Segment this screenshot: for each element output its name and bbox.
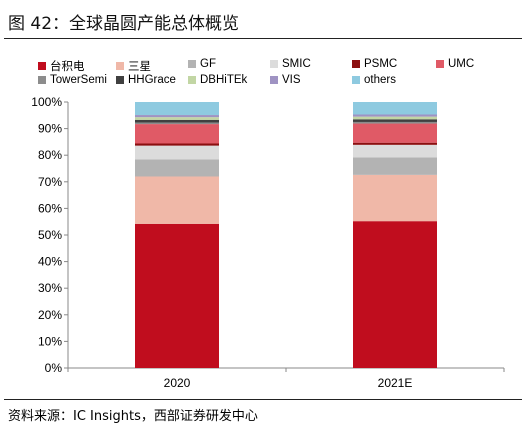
legend-label: 三星: [128, 61, 151, 73]
legend-item: GF: [188, 58, 216, 70]
bar-segment: [135, 143, 219, 146]
legend-swatch: [352, 60, 360, 68]
x-tick-label: 2020: [164, 376, 191, 390]
bar-segment: [135, 102, 219, 116]
legend-item: VIS: [270, 74, 301, 86]
legend-swatch: [188, 60, 196, 68]
bar-segment: [135, 115, 219, 118]
legend-item: TowerSemi: [38, 74, 107, 86]
bar-segment: [353, 123, 437, 143]
legend-item: others: [352, 74, 396, 86]
legend-swatch: [270, 76, 278, 84]
y-tick-label: 0%: [45, 361, 63, 375]
bar-segment: [353, 221, 437, 368]
bar-segment: [135, 176, 219, 224]
legend-label: DBHiTEk: [200, 74, 248, 86]
y-tick-label: 60%: [38, 201, 62, 215]
legend-item: SMIC: [270, 58, 311, 70]
legend-item: UMC: [436, 58, 474, 70]
legend-label: GF: [200, 58, 216, 70]
legend-label: UMC: [448, 58, 475, 70]
bar-segment: [135, 122, 219, 125]
legend-label: PSMC: [364, 58, 398, 70]
legend-label: 台积电: [50, 61, 85, 73]
bar-segment: [135, 119, 219, 123]
y-tick-label: 70%: [38, 175, 62, 189]
y-tick-label: 100%: [31, 95, 62, 109]
figure-title: 图 42：全球晶圆产能总体概览: [8, 14, 240, 34]
legend-swatch: [38, 62, 46, 70]
bar-segment: [353, 114, 437, 117]
legend-swatch: [188, 76, 196, 84]
chart-legend: 台积电 三星 GF SMIC PSMC UMC TowerSemi HHGrace DBHiTE…: [0, 0, 526, 95]
stacked-bar-chart: 0% 10% 20% 30% 40% 50% 60% 70% 80% 90% 100% 2020 202…: [31, 95, 505, 390]
y-tick-label: 20%: [38, 308, 62, 322]
legend-label: HHGrace: [128, 74, 176, 86]
bar-segment: [353, 174, 437, 222]
y-tick-label: 40%: [38, 255, 62, 269]
legend-item: PSMC: [352, 58, 397, 70]
legend-swatch: [352, 76, 360, 84]
bar-segment: [353, 142, 437, 145]
bar-segment: [135, 159, 219, 177]
y-tick-label: 10%: [38, 334, 62, 348]
bar-segment: [135, 117, 219, 120]
source-note: 资料来源：IC Insights，西部证券研发中心: [8, 409, 258, 424]
bar-segment: [353, 119, 437, 122]
legend-item: HHGrace: [116, 74, 176, 86]
legend-label: SMIC: [282, 58, 311, 70]
bar-segment: [135, 223, 219, 368]
bar-segment: [135, 145, 219, 160]
y-tick-label: 80%: [38, 148, 62, 162]
legend-swatch: [116, 62, 124, 70]
legend-item: DBHiTEk: [188, 74, 247, 86]
source-divider: [4, 399, 522, 400]
legend-item: 台积电: [38, 58, 85, 74]
title-divider: [4, 38, 522, 39]
bar-segment: [135, 124, 219, 144]
legend-swatch: [38, 76, 46, 84]
bar-segment: [353, 157, 437, 175]
y-tick-label: 50%: [38, 228, 62, 242]
legend-item: 三星: [116, 58, 151, 74]
bar-segment: [353, 116, 437, 120]
y-tick-label: 90%: [38, 122, 62, 136]
bar-segment: [353, 102, 437, 115]
legend-label: VIS: [282, 74, 301, 86]
x-tick-label: 2021E: [378, 376, 413, 390]
bar-segment: [353, 144, 437, 158]
legend-swatch: [270, 60, 278, 68]
y-tick-label: 30%: [38, 281, 62, 295]
legend-swatch: [436, 60, 444, 68]
legend-label: TowerSemi: [50, 74, 107, 86]
bar-segment: [353, 121, 437, 124]
legend-swatch: [116, 76, 124, 84]
legend-label: others: [364, 74, 396, 86]
